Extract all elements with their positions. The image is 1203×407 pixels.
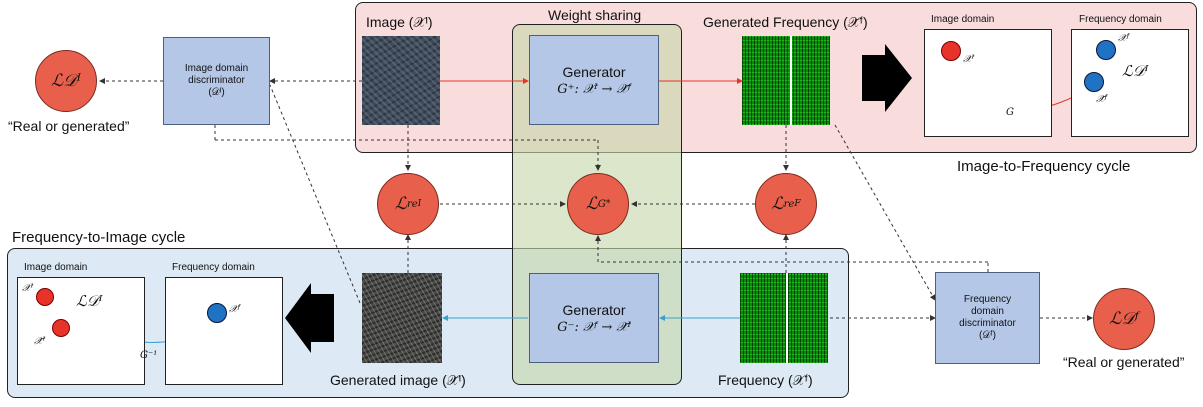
image-to-frequency-label: Image-to-Frequency cycle bbox=[957, 158, 1131, 175]
top-gen-freq-point bbox=[1084, 72, 1104, 92]
generated-frequency-thumbnail bbox=[742, 36, 830, 125]
center-line bbox=[786, 273, 788, 363]
bottom-freq-point bbox=[207, 303, 227, 323]
top-image-domain-label: Image domain bbox=[931, 14, 995, 25]
center-line bbox=[790, 36, 792, 125]
loss-d-image-circle: ℒ𝒟ᴵ bbox=[35, 50, 97, 112]
image-domain-discriminator: Image domain discriminator (𝒟ᴵ) bbox=[163, 37, 270, 125]
bottom-xbar-i-label: 𝒳̄ᴵ bbox=[34, 336, 46, 347]
bottom-xi-label: 𝒳ᴵ bbox=[22, 283, 34, 294]
generator-forward: Generator G⁺: 𝒳ᴵ → 𝒳̄ᶠ bbox=[529, 35, 659, 125]
bottom-frequency-domain-box bbox=[165, 277, 283, 385]
image-label: Image (𝒳ᴵ) bbox=[366, 14, 433, 30]
bottom-xf-label: 𝒳ᶠ bbox=[229, 304, 240, 315]
real-or-generated-right: “Real or generated” bbox=[1063, 354, 1185, 370]
bottom-image-point bbox=[36, 288, 54, 306]
frequency-label: Frequency (𝒳ᶠ) bbox=[718, 372, 813, 388]
frequency-thumbnail bbox=[740, 273, 828, 363]
loss-d-freq-circle: ℒ𝒟ᶠ bbox=[1093, 288, 1155, 350]
top-loss-label: ℒ𝒟ᴵ bbox=[1122, 62, 1149, 80]
top-g-label: G bbox=[1006, 107, 1014, 118]
top-freq-point bbox=[1096, 40, 1116, 60]
weight-sharing-label: Weight sharing bbox=[548, 7, 642, 23]
loss-g-star-circle: ℒ G * bbox=[567, 173, 629, 235]
bottom-gen-image-point bbox=[52, 319, 70, 337]
bottom-g-inv-label: G⁻¹ bbox=[140, 350, 158, 361]
input-image-thumbnail bbox=[362, 36, 440, 125]
top-xi-label: 𝒳ᴵ bbox=[963, 54, 975, 65]
top-xf-label: 𝒳ᶠ bbox=[1118, 33, 1129, 44]
frequency-to-image-label: Frequency-to-Image cycle bbox=[12, 229, 186, 246]
bottom-loss-label: ℒ𝒟ᴵ bbox=[76, 292, 103, 310]
generated-image-thumbnail bbox=[362, 273, 442, 363]
top-frequency-domain-label: Frequency domain bbox=[1079, 14, 1162, 25]
bottom-image-domain-label: Image domain bbox=[24, 262, 88, 273]
top-image-point bbox=[941, 41, 961, 61]
top-xbar-f-label: 𝒳̄ᶠ bbox=[1096, 94, 1107, 105]
generated-frequency-label: Generated Frequency (𝒳̄ᶠ) bbox=[703, 14, 868, 30]
generated-image-label: Generated image (𝒳̄ᴵ) bbox=[330, 372, 466, 388]
frequency-domain-discriminator: Frequency domain discriminator (𝒟ᶠ) bbox=[935, 272, 1040, 364]
generator-backward: Generator G⁻: 𝒳ᶠ → 𝒳̄ᴵ bbox=[529, 273, 659, 363]
bottom-frequency-domain-label: Frequency domain bbox=[172, 262, 255, 273]
real-or-generated-left: “Real or generated” bbox=[8, 118, 130, 134]
